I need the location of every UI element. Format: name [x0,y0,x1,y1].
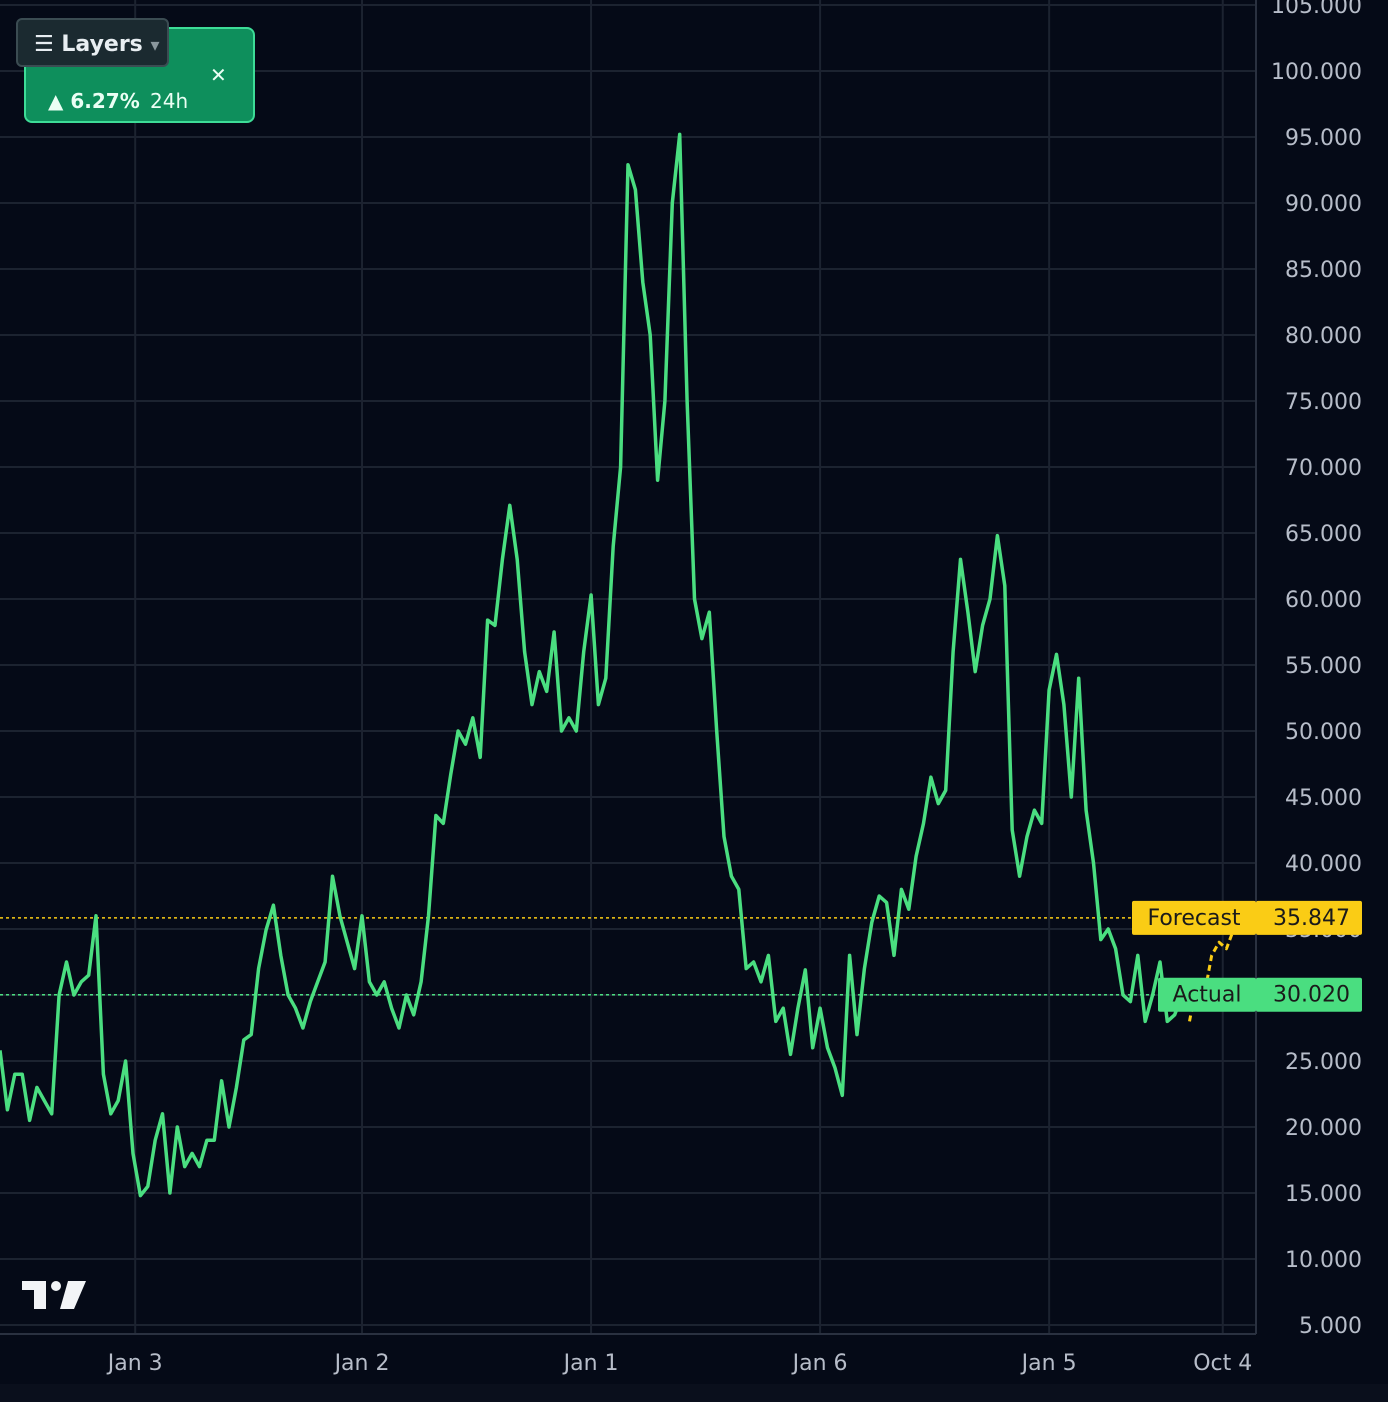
y-tick-label: 105.000 [1271,0,1362,19]
layers-button[interactable]: ☰ Layers ▾ [16,18,169,67]
y-tick-label: 50.000 [1285,720,1362,745]
y-tick-label: 70.000 [1285,456,1362,481]
caret: ▾ [150,35,160,56]
price-tag-value: 35.847 [1273,906,1350,931]
series-line [0,132,1184,1198]
x-tick-label: Jan 3 [106,1351,163,1376]
x-tick-label: Jan 1 [562,1351,619,1376]
y-tick-label: 65.000 [1285,522,1362,547]
y-tick-label: 5.000 [1299,1314,1362,1339]
y-tick-label: 40.000 [1285,852,1362,877]
y-tick-label: 45.000 [1285,786,1362,811]
price-tag-value-bg [1256,977,1362,1012]
y-tick-label: 15.000 [1285,1182,1362,1207]
price-tag-label-bg [1132,900,1256,935]
price-tag-value-bg [1256,900,1362,935]
y-tick-label: 80.000 [1285,324,1362,349]
price-tag-label: Forecast [1147,906,1240,931]
bottom-strip [0,1384,1388,1402]
tradingview-logo [22,1281,86,1309]
y-tick-label: 75.000 [1285,390,1362,415]
price-tag-label-bg [1158,977,1256,1012]
y-tick-label: 10.000 [1285,1248,1362,1273]
close-button[interactable]: ✕ [210,63,227,87]
y-tick-label: 85.000 [1285,258,1362,283]
y-tick-label: 20.000 [1285,1116,1362,1141]
y-tick-label: 95.000 [1285,126,1362,151]
x-tick-label: Jan 6 [791,1351,848,1376]
y-tick-label: 55.000 [1285,654,1362,679]
period: 24h [150,89,189,113]
price-tag-value: 30.020 [1273,983,1350,1008]
x-tick-label: Jan 5 [1020,1351,1077,1376]
y-tick-label: 60.000 [1285,588,1362,613]
y-tick-label: 25.000 [1285,1050,1362,1075]
price-tag-label: Actual [1173,983,1242,1008]
x-tick-label: Jan 2 [333,1351,390,1376]
x-tick-label: Oct 4 [1193,1351,1252,1376]
layers-label: ☰ Layers [34,32,143,57]
change: ▲ 6.27% [48,89,140,113]
y-tick-label: 90.000 [1285,192,1362,217]
y-tick-label: 100.000 [1271,60,1362,85]
price-tag: Forecast 35.847 [1132,900,1362,935]
price-tag: Actual 30.020 [1158,977,1362,1012]
